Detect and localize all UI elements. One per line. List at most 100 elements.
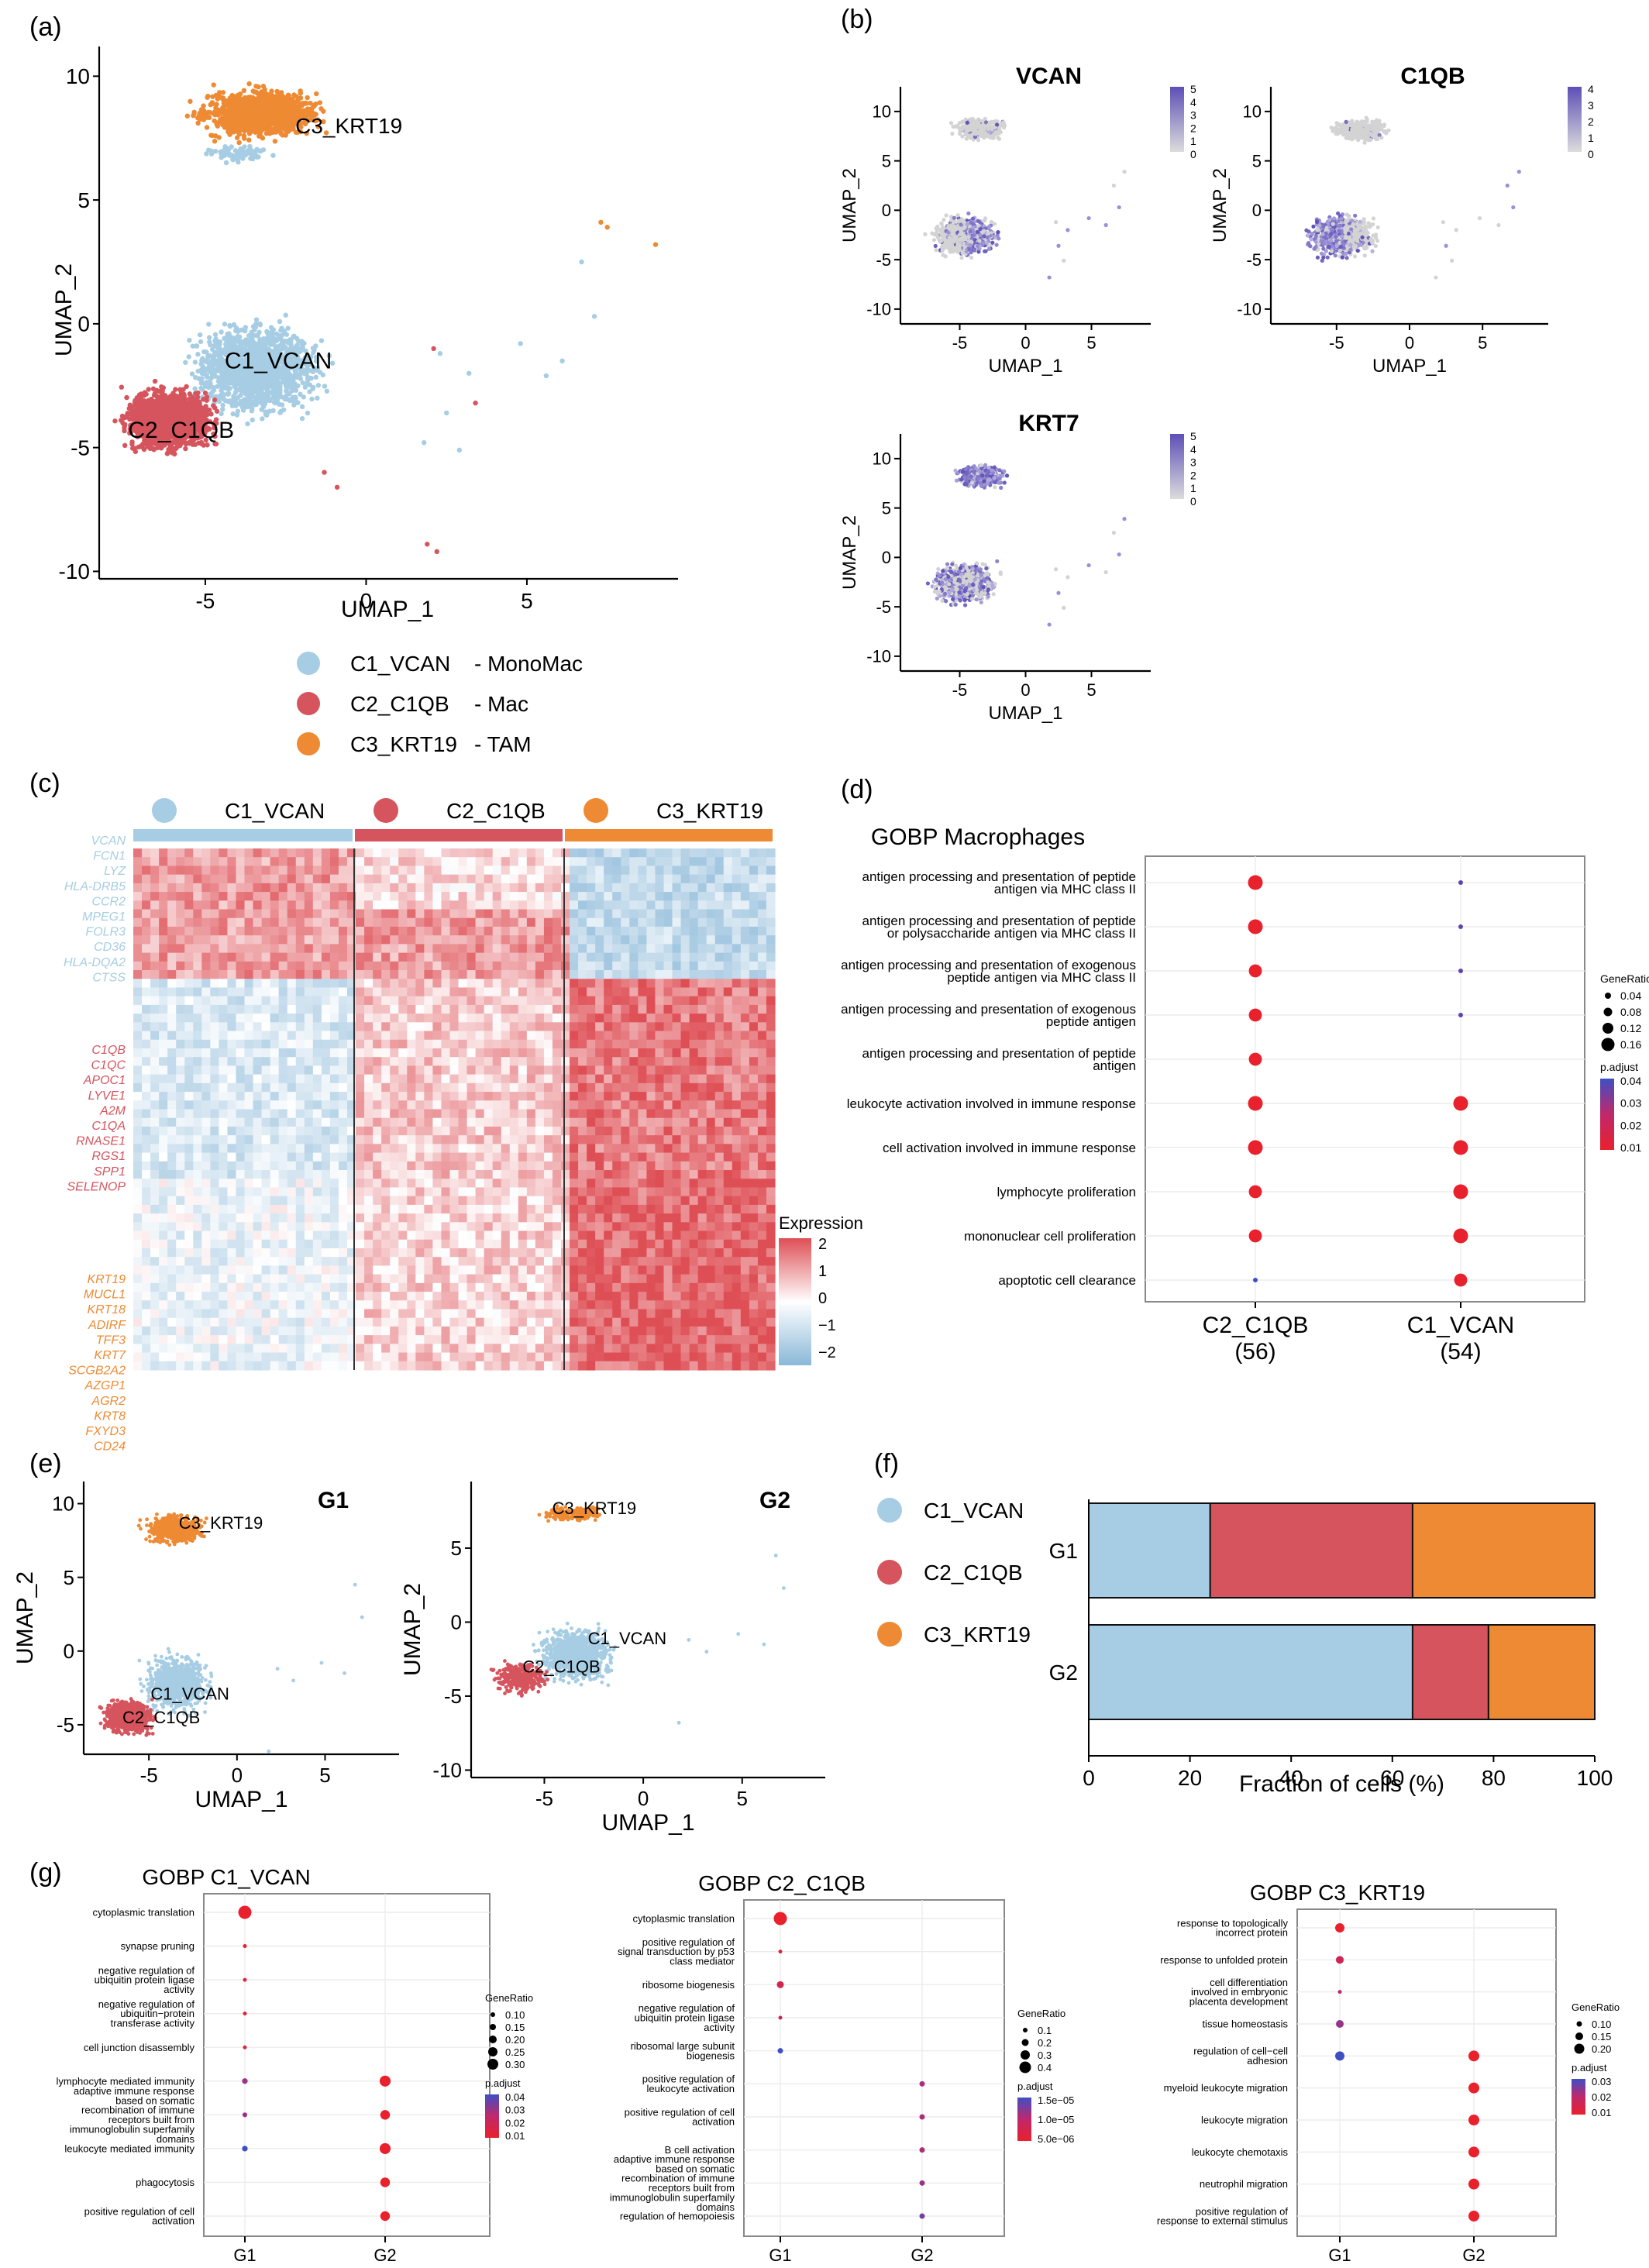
cell-point <box>285 397 291 402</box>
y-tick-label: 5 <box>77 188 90 212</box>
cell-point <box>275 380 281 387</box>
cell-point <box>256 329 262 336</box>
cell-point <box>314 91 319 97</box>
cell-point <box>132 400 138 406</box>
cell-point <box>277 342 283 349</box>
y-tick-label: 0 <box>882 201 891 220</box>
cell-point <box>191 112 196 119</box>
cell-point <box>652 242 659 247</box>
cell-point <box>212 342 218 349</box>
cell-point <box>299 415 305 422</box>
cell-point <box>237 126 243 131</box>
cell-point <box>212 139 218 144</box>
cell-point <box>152 378 158 384</box>
cell-point <box>181 387 186 392</box>
cell-point <box>216 135 222 140</box>
cell-point <box>334 484 340 490</box>
cell-point <box>222 150 229 155</box>
cell-point <box>220 90 226 95</box>
cell-point <box>136 404 141 409</box>
cell-point <box>211 403 216 408</box>
cell-point <box>287 114 293 119</box>
cell-point <box>163 409 168 415</box>
cell-point <box>222 398 228 404</box>
cell-point <box>201 117 207 122</box>
cell-point <box>227 322 232 329</box>
cell-point <box>431 346 436 352</box>
cell-point <box>329 360 336 366</box>
cell-point <box>205 93 211 99</box>
cell-point <box>179 394 185 400</box>
cell-point <box>184 113 191 119</box>
cell-point <box>239 108 245 113</box>
cell-point <box>212 332 219 337</box>
cell-point <box>234 401 240 407</box>
x-axis-title: UMAP_1 <box>341 597 434 622</box>
cell-point <box>195 412 201 418</box>
cell-point <box>212 112 218 118</box>
cell-point <box>188 98 193 105</box>
cell-point <box>118 418 124 423</box>
cell-point <box>171 397 177 402</box>
cell-point <box>280 133 285 138</box>
cell-point <box>197 332 203 338</box>
cell-point <box>223 160 229 166</box>
legend-desc: - TAM <box>474 732 532 756</box>
cell-point <box>217 341 222 347</box>
cell-point <box>263 121 270 127</box>
x-tick-label: 0 <box>360 589 373 613</box>
cell-point <box>243 95 248 101</box>
y-tick-label: 5 <box>882 151 891 170</box>
cell-point <box>124 394 129 401</box>
cell-point <box>207 339 212 345</box>
cell-point <box>434 549 439 555</box>
cell-point <box>212 397 218 403</box>
cell-point <box>322 384 328 389</box>
panel-label: (d) <box>841 775 873 804</box>
legend-desc: - Mac <box>474 692 528 716</box>
cell-point <box>193 374 198 380</box>
cell-point <box>168 402 174 408</box>
cell-point <box>154 394 160 399</box>
cell-point <box>141 402 147 408</box>
cell-point <box>246 81 252 87</box>
cell-point <box>226 331 232 336</box>
cell-point <box>283 312 288 318</box>
cell-point <box>150 409 155 415</box>
cell-point <box>994 243 999 247</box>
cell-point <box>286 122 291 128</box>
cell-point <box>256 84 261 90</box>
cell-point <box>165 398 170 404</box>
cell-point <box>232 127 238 133</box>
cell-point <box>164 451 170 456</box>
cell-point <box>134 411 140 416</box>
cell-point <box>204 125 210 130</box>
legend-name: C3_KRT19 <box>350 732 457 756</box>
legend-desc: - MonoMac <box>474 652 583 676</box>
cell-point <box>234 135 240 140</box>
cell-point <box>192 360 198 365</box>
cell-point <box>235 408 241 414</box>
cell-point <box>275 91 281 96</box>
cell-point <box>293 106 299 112</box>
cell-point <box>129 411 135 416</box>
cell-point <box>216 107 222 113</box>
cell-point <box>256 154 261 160</box>
legend-name: C1_VCAN <box>350 652 450 676</box>
cell-point <box>272 139 278 144</box>
cell-point <box>192 386 198 391</box>
cell-point <box>246 128 252 133</box>
cell-point <box>193 400 198 405</box>
cell-point <box>284 97 289 102</box>
cell-point <box>209 362 215 367</box>
cell-point <box>245 421 250 427</box>
cell-point <box>195 120 201 126</box>
cell-point <box>149 404 155 410</box>
cell-point <box>942 218 946 222</box>
cell-point <box>267 408 273 414</box>
cluster-label: C2_C1QB <box>128 418 234 443</box>
cell-point <box>172 451 177 457</box>
panel-label: (c) <box>29 769 60 798</box>
cell-point <box>229 98 235 104</box>
